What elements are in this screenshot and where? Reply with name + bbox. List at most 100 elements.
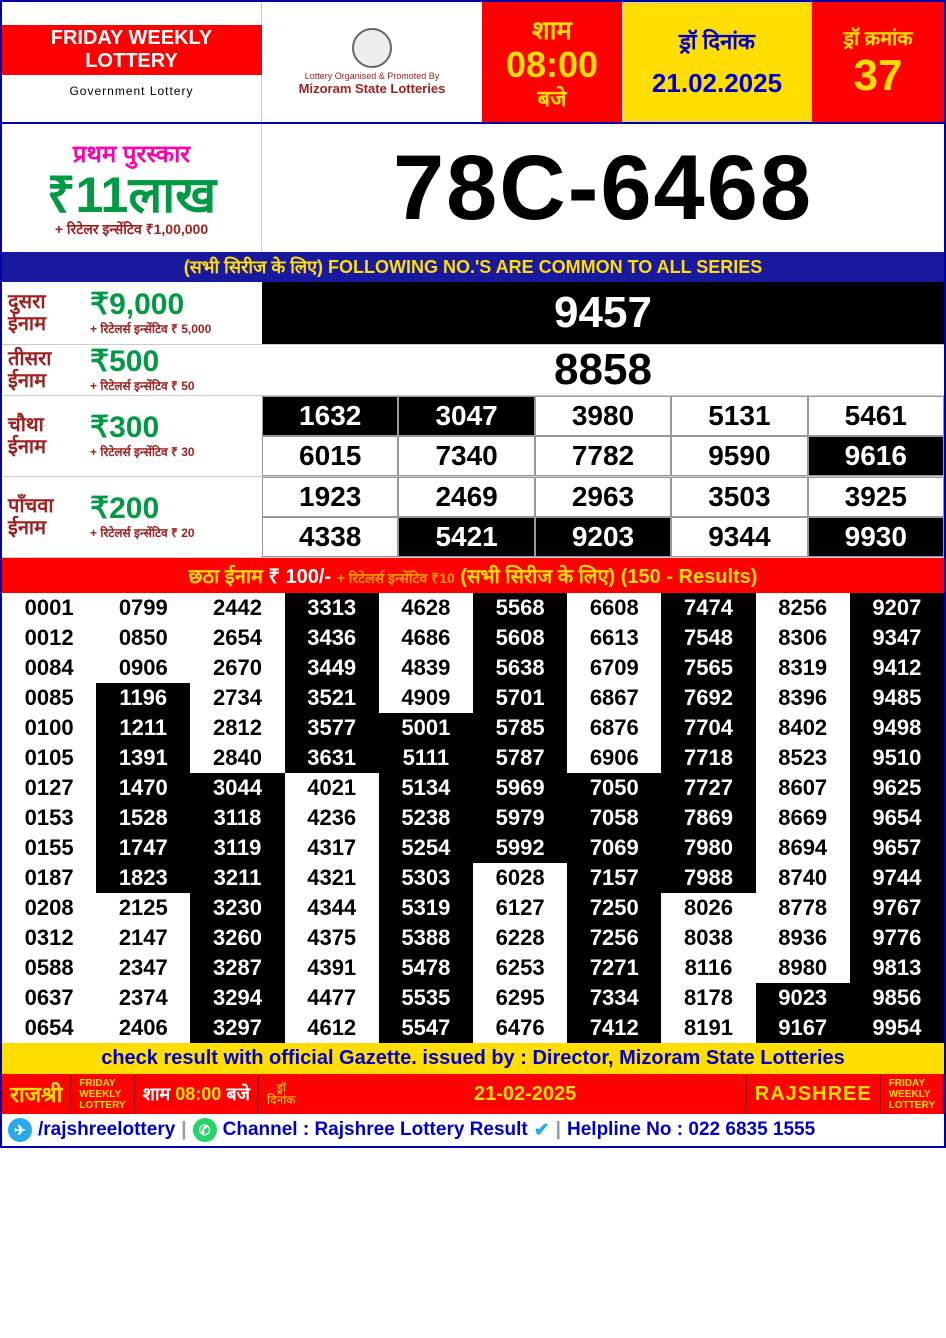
sixth-number-cell: 4686 xyxy=(379,623,473,653)
sixth-number-cell: 9767 xyxy=(850,893,944,923)
sixth-number-cell: 8607 xyxy=(756,773,850,803)
sixth-number-cell: 5969 xyxy=(473,773,567,803)
sixth-number-cell: 8026 xyxy=(661,893,755,923)
sixth-incentive: + रिटेलर्स इन्सेंटिव ₹10 xyxy=(337,570,455,586)
fourth-amount-block: ₹300 + रिटेलर्स इन्सेंटिव ₹ 30 xyxy=(90,396,262,476)
sixth-number-cell: 5238 xyxy=(379,803,473,833)
sixth-number-cell: 2734 xyxy=(190,683,284,713)
first-prize-label-block: प्रथम पुरस्कार ₹11लाख + रिटेलर इन्सेंटिव… xyxy=(2,124,262,252)
draw-number-block: ड्रॉ क्रमांक 37 xyxy=(812,2,944,122)
sixth-number-cell: 9657 xyxy=(850,833,944,863)
sixth-number-cell: 3118 xyxy=(190,803,284,833)
third-amount-block: ₹500 + रिटेलर्स इन्सेंटिव ₹ 50 xyxy=(90,345,262,395)
fifth-number-cell: 3503 xyxy=(671,477,807,517)
fourth-number-cell: 3047 xyxy=(398,396,534,436)
sixth-number-cell: 2654 xyxy=(190,623,284,653)
fourth-prize-row: चौथा ईनाम ₹300 + रिटेलर्स इन्सेंटिव ₹ 30… xyxy=(2,396,944,477)
footer-date-label: ड्रॉदिनांक xyxy=(259,1074,304,1114)
second-incentive: + रिटेलर्स इन्सेंटिव ₹ 5,000 xyxy=(90,320,262,337)
sixth-number-cell: 2670 xyxy=(190,653,284,683)
fifth-amount-block: ₹200 + रिटेलर्स इन्सेंटिव ₹ 20 xyxy=(90,477,262,557)
time-label-top: शाम xyxy=(532,11,572,47)
footer-logo: राजश्री xyxy=(2,1074,71,1114)
footer-fwl-1: FRIDAYWEEKLYLOTTERY xyxy=(71,1074,134,1114)
sixth-number-cell: 9856 xyxy=(850,983,944,1013)
first-prize-row: प्रथम पुरस्कार ₹11लाख + रिटेलर इन्सेंटिव… xyxy=(2,122,944,252)
sixth-number-cell: 9954 xyxy=(850,1013,944,1043)
sixth-number-cell: 8740 xyxy=(756,863,850,893)
drawnum-label: ड्रॉ क्रमांक xyxy=(843,24,912,51)
sixth-number-cell: 7727 xyxy=(661,773,755,803)
header: राजश्री Government Lottery FRIDAY WEEKLY… xyxy=(2,2,944,122)
sixth-number-cell: 6613 xyxy=(567,623,661,653)
sixth-number-cell: 5785 xyxy=(473,713,567,743)
sixth-number-cell: 4236 xyxy=(285,803,379,833)
sixth-number-cell: 4344 xyxy=(285,893,379,923)
third-incentive: + रिटेलर्स इन्सेंटिव ₹ 50 xyxy=(90,377,262,394)
fourth-number-cell: 6015 xyxy=(262,436,398,476)
sixth-number-cell: 9167 xyxy=(756,1013,850,1043)
first-prize-incentive: + रिटेलर इन्सेंटिव ₹1,00,000 xyxy=(55,220,208,239)
sixth-number-cell: 3044 xyxy=(190,773,284,803)
fifth-number-cell: 3925 xyxy=(808,477,944,517)
sixth-number-cell: 0850 xyxy=(96,623,190,653)
sixth-number-cell: 7058 xyxy=(567,803,661,833)
date-value: 21.02.2025 xyxy=(652,68,782,99)
second-prize-row: दुसरा ईनाम ₹9,000 + रिटेलर्स इन्सेंटिव ₹… xyxy=(2,282,944,345)
fourth-label2: ईनाम xyxy=(8,436,90,458)
telegram-icon[interactable]: ✈ xyxy=(8,1118,32,1142)
sixth-number-cell: 7250 xyxy=(567,893,661,923)
whatsapp-icon[interactable]: ✆ xyxy=(193,1118,217,1142)
sixth-number-cell: 9776 xyxy=(850,923,944,953)
sixth-numbers-grid: 0001079924423313462855686608747482569207… xyxy=(2,593,944,1043)
sixth-number-cell: 0153 xyxy=(2,803,96,833)
sixth-results-count: (150 - Results) xyxy=(621,566,758,588)
fourth-number-cell: 1632 xyxy=(262,396,398,436)
organiser-line1: Lottery Organised & Promoted By xyxy=(305,71,440,81)
sixth-number-cell: 4021 xyxy=(285,773,379,803)
sixth-number-cell: 5638 xyxy=(473,653,567,683)
sixth-number-cell: 3287 xyxy=(190,953,284,983)
sixth-number-cell: 7334 xyxy=(567,983,661,1013)
sixth-number-cell: 5787 xyxy=(473,743,567,773)
sixth-number-cell: 1528 xyxy=(96,803,190,833)
sixth-number-cell: 7412 xyxy=(567,1013,661,1043)
fifth-incentive: + रिटेलर्स इन्सेंटिव ₹ 20 xyxy=(90,524,262,541)
sixth-number-cell: 3521 xyxy=(285,683,379,713)
sixth-number-cell: 4477 xyxy=(285,983,379,1013)
fifth-prize-row: पाँचवा ईनाम ₹200 + रिटेलर्स इन्सेंटिव ₹ … xyxy=(2,477,944,558)
second-label-block: दुसरा ईनाम xyxy=(2,282,90,344)
header-logo-block: राजश्री Government Lottery FRIDAY WEEKLY… xyxy=(2,2,262,122)
sixth-number-cell: 1747 xyxy=(96,833,190,863)
third-prize-row: तीसरा ईनाम ₹500 + रिटेलर्स इन्सेंटिव ₹ 5… xyxy=(2,345,944,396)
second-label1: दुसरा xyxy=(8,291,90,313)
sixth-number-cell: 0085 xyxy=(2,683,96,713)
second-amount: ₹9,000 xyxy=(90,290,262,320)
sixth-number-cell: 8306 xyxy=(756,623,850,653)
sixth-number-cell: 0100 xyxy=(2,713,96,743)
sixth-number-cell: 0187 xyxy=(2,863,96,893)
fifth-number-cell: 9344 xyxy=(671,517,807,557)
fifth-number-cell: 2963 xyxy=(535,477,671,517)
sixth-number-cell: 0588 xyxy=(2,953,96,983)
fourth-number-cell: 9590 xyxy=(671,436,807,476)
third-amount: ₹500 xyxy=(90,347,262,377)
fourth-number-cell: 5461 xyxy=(808,396,944,436)
fourth-number-cell: 5131 xyxy=(671,396,807,436)
organiser-block: Lottery Organised & Promoted By Mizoram … xyxy=(262,2,482,122)
third-label-block: तीसरा ईनाम xyxy=(2,345,90,395)
sixth-number-cell: 4612 xyxy=(285,1013,379,1043)
time-label-bottom: बजे xyxy=(538,83,567,113)
fifth-amount: ₹200 xyxy=(90,494,262,524)
telegram-handle[interactable]: /rajshreelottery xyxy=(38,1119,175,1141)
organiser-line2: Mizoram State Lotteries xyxy=(299,81,446,96)
sixth-number-cell: 7474 xyxy=(661,593,755,623)
sixth-number-cell: 0105 xyxy=(2,743,96,773)
sixth-number-cell: 0906 xyxy=(96,653,190,683)
logo-subtitle: Government Lottery xyxy=(69,84,193,98)
fifth-numbers-grid: 1923246929633503392543385421920393449930 xyxy=(262,477,944,557)
fourth-number-cell: 7782 xyxy=(535,436,671,476)
sixth-number-cell: 3313 xyxy=(285,593,379,623)
fourth-number-cell: 9616 xyxy=(808,436,944,476)
first-prize-label: प्रथम पुरस्कार xyxy=(73,137,190,170)
